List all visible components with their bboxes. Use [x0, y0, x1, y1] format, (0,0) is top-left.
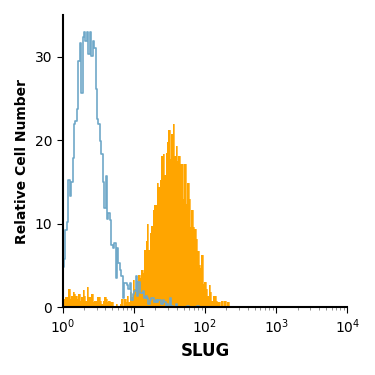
Y-axis label: Relative Cell Number: Relative Cell Number: [15, 79, 29, 244]
X-axis label: SLUG: SLUG: [180, 342, 230, 360]
